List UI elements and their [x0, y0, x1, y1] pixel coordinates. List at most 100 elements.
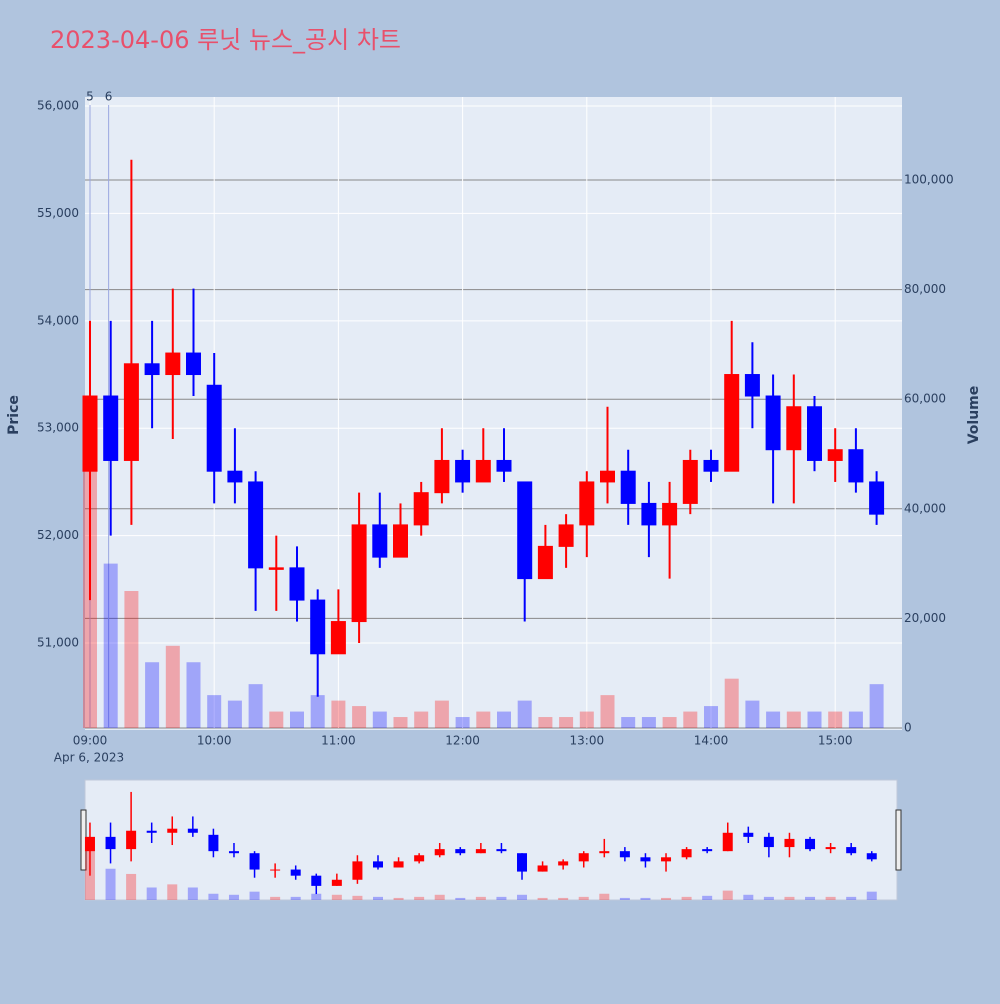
- y-tick-label: 52,000: [37, 528, 79, 542]
- candle-body: [600, 470, 615, 483]
- volume-bar: [372, 711, 387, 728]
- slider-candle-body: [414, 855, 425, 862]
- volume-bar: [145, 662, 160, 728]
- candle-body: [765, 395, 781, 451]
- slider-candle-body: [578, 853, 589, 862]
- range-slider[interactable]: [84, 779, 898, 901]
- slider-volume-bar: [414, 896, 425, 900]
- slider-candle-body: [517, 853, 528, 872]
- candle-body: [496, 459, 512, 472]
- slider-candle-body: [270, 869, 281, 871]
- slider-candle-body: [249, 853, 260, 870]
- candle-body: [248, 481, 264, 569]
- slider-candle-body: [866, 853, 877, 860]
- slider-candle-body: [105, 836, 116, 850]
- volume-bar: [248, 684, 263, 728]
- slider-volume-bar: [825, 896, 836, 900]
- slider-volume-bar: [558, 897, 569, 900]
- candle-body: [227, 470, 243, 483]
- candle-body: [330, 621, 346, 655]
- y2-tick-label: 0: [904, 721, 912, 735]
- candle-body: [165, 352, 181, 376]
- slider-volume-bar: [743, 894, 754, 900]
- x-tick-label: 13:00: [570, 734, 605, 748]
- volume-bar: [559, 717, 574, 728]
- slider-volume-bar: [866, 891, 877, 900]
- slider-volume-bar: [805, 896, 816, 900]
- slider-volume-bar: [681, 896, 692, 900]
- slider-candle-body: [187, 828, 198, 833]
- candle-body: [662, 502, 678, 526]
- slider-volume-bar: [496, 896, 507, 900]
- x-tick-label: 14:00: [694, 734, 729, 748]
- volume-bar: [310, 695, 325, 728]
- candle-body: [103, 395, 119, 461]
- volume-bar: [393, 717, 408, 728]
- candle-body: [517, 481, 533, 580]
- slider-volume-bar: [784, 896, 795, 900]
- candle-body: [869, 481, 885, 515]
- y-tick-label: 55,000: [37, 206, 79, 220]
- slider-candle-body: [455, 849, 466, 854]
- candle-body: [206, 384, 222, 472]
- news-label: 5: [86, 90, 94, 104]
- slider-candle-body: [496, 849, 507, 852]
- x-tick-label: 12:00: [445, 734, 480, 748]
- volume-bar: [848, 711, 863, 728]
- y-tick-label: 51,000: [37, 636, 79, 650]
- volume-bar: [476, 711, 491, 728]
- candle-body: [434, 459, 450, 494]
- candle-body: [807, 406, 822, 461]
- slider-candle-body: [681, 849, 692, 858]
- candle-body: [703, 459, 719, 472]
- slider-candle-body: [661, 857, 672, 862]
- slider-volume-bar: [372, 896, 383, 900]
- volume-bar: [103, 563, 118, 728]
- slider-candle-body: [763, 836, 774, 848]
- volume-bar: [704, 706, 718, 728]
- candle-body: [620, 470, 636, 504]
- slider-volume-bar: [249, 891, 260, 900]
- candle-body: [475, 459, 491, 483]
- slider-candle-body: [640, 857, 651, 862]
- candle-body: [848, 449, 864, 483]
- volume-bar: [455, 717, 470, 728]
- slider-candle-body: [126, 830, 137, 850]
- candle-body: [744, 374, 760, 397]
- slider-volume-bar: [167, 884, 178, 900]
- slider-candle-body: [702, 849, 713, 852]
- y2-tick-label: 80,000: [904, 282, 946, 296]
- slider-candle-body: [331, 879, 342, 886]
- slider-volume-bar: [763, 896, 774, 900]
- slider-volume-bar: [455, 897, 466, 900]
- candle-body: [123, 363, 139, 461]
- slider-volume-bar: [270, 896, 281, 900]
- slider-candle-body: [805, 838, 816, 850]
- y2-tick-label: 100,000: [904, 173, 954, 187]
- slider-candle-body: [825, 847, 836, 850]
- slider-volume-bar: [537, 897, 548, 900]
- slider-volume-bar: [846, 896, 857, 900]
- news-label: 6: [105, 90, 113, 104]
- range-handle[interactable]: [895, 809, 902, 871]
- candle-body: [268, 567, 284, 570]
- volume-bar: [186, 662, 201, 728]
- volume-bar: [683, 711, 698, 728]
- slider-volume-bar: [311, 893, 322, 900]
- slider-volume-bar: [517, 894, 528, 900]
- slider-volume-bar: [208, 893, 219, 900]
- slider-candle-body: [146, 830, 157, 833]
- slider-volume-bar: [619, 897, 630, 900]
- slider-candle-body: [228, 851, 239, 854]
- slider-volume-bar: [578, 896, 589, 900]
- slider-volume-bar: [290, 896, 301, 900]
- slider-candle-body: [743, 832, 754, 837]
- volume-bar: [414, 711, 429, 728]
- slider-volume-bar: [722, 890, 733, 900]
- candle-body: [186, 352, 201, 376]
- slider-volume-bar: [352, 895, 363, 900]
- slider-candle-body: [537, 865, 548, 872]
- volume-bar: [766, 711, 781, 728]
- slider-candle-body: [290, 869, 301, 876]
